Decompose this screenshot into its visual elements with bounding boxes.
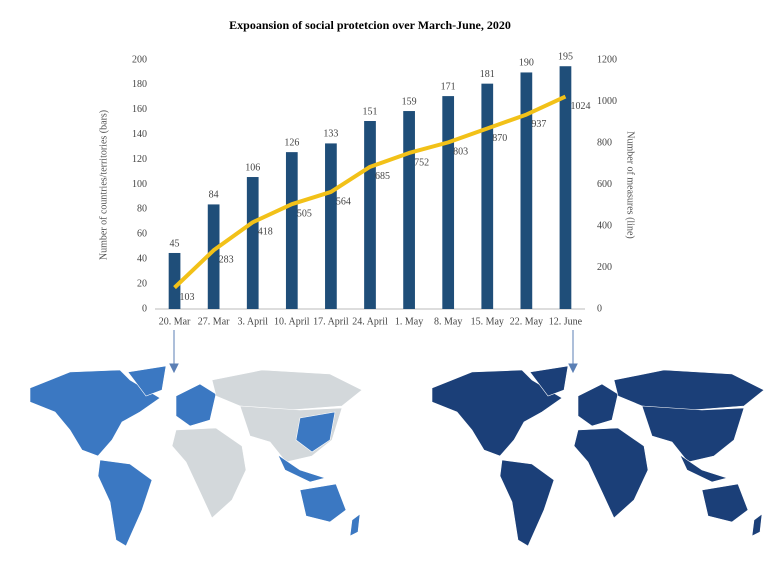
y-tick-label: 0 — [142, 303, 147, 314]
bar — [403, 111, 415, 309]
bar — [285, 152, 298, 309]
bar — [325, 143, 337, 309]
line-value-label: 283 — [219, 255, 234, 266]
y-tick-label: 100 — [132, 179, 147, 190]
greenland — [127, 365, 167, 397]
south-america — [97, 459, 153, 547]
x-tick-label: 12. June — [549, 316, 583, 327]
russia — [613, 369, 765, 411]
australia — [701, 483, 749, 523]
bar — [520, 72, 533, 309]
y-tick-label: 60 — [137, 229, 147, 240]
x-tick-label: 27. Mar — [198, 316, 230, 327]
y-tick-label: 20 — [137, 278, 147, 289]
bar-value-label: 159 — [402, 96, 417, 107]
bar-value-label: 106 — [245, 162, 260, 173]
bar — [559, 66, 572, 309]
x-tick-label: 17. April — [313, 316, 349, 327]
bar-value-label: 190 — [519, 58, 534, 69]
bar — [246, 177, 259, 309]
russia — [211, 369, 363, 411]
line-value-label: 803 — [453, 147, 468, 158]
y2-tick-label: 800 — [597, 137, 612, 148]
y-tick-label: 40 — [137, 253, 147, 264]
bar — [207, 204, 220, 309]
y2-axis-label: Number of measures (line) — [625, 131, 636, 238]
y-tick-label: 180 — [132, 79, 147, 90]
line-value-label: 937 — [531, 119, 546, 130]
africa — [171, 427, 247, 519]
north-america — [431, 369, 563, 457]
y2-tick-label: 400 — [597, 220, 612, 231]
bar — [442, 96, 455, 309]
x-tick-label: 22. May — [510, 316, 543, 327]
arrow-head — [169, 363, 179, 374]
asia — [641, 405, 745, 463]
y2-tick-label: 0 — [597, 303, 602, 314]
bar-value-label: 45 — [170, 238, 180, 249]
line-value-label: 103 — [180, 292, 195, 303]
north-america — [29, 369, 161, 457]
y-tick-label: 140 — [132, 129, 147, 140]
line-value-label: 752 — [414, 157, 429, 168]
bar-value-label: 171 — [441, 81, 456, 92]
x-tick-label: 8. May — [434, 316, 462, 327]
y-tick-label: 120 — [132, 154, 147, 165]
line-value-label: 1024 — [570, 101, 590, 112]
x-tick-label: 20. Mar — [159, 316, 191, 327]
bar — [168, 252, 181, 309]
line-value-label: 505 — [297, 209, 312, 220]
y-axis-label: Number of countries/territories (bars) — [98, 110, 109, 260]
south-east-asia — [277, 454, 327, 483]
greenland — [529, 365, 569, 397]
south-america — [499, 459, 555, 547]
new-zealand — [751, 513, 763, 537]
line — [173, 94, 567, 290]
y-tick-label: 160 — [132, 104, 147, 115]
arrow-head — [568, 363, 578, 374]
x-tick-label: 15. May — [471, 316, 504, 327]
australia — [299, 483, 347, 523]
world-map-june — [431, 365, 765, 547]
world-map-march — [29, 365, 363, 547]
y-tick-label: 200 — [132, 54, 147, 65]
east-asia — [295, 411, 336, 453]
bar-value-label: 126 — [284, 137, 299, 148]
line-value-label: 870 — [492, 133, 507, 144]
bar-value-label: 151 — [363, 106, 378, 117]
africa — [573, 427, 649, 519]
x-tick-label: 24. April — [352, 316, 388, 327]
bar — [481, 83, 494, 309]
bar — [364, 121, 376, 309]
europe — [175, 383, 217, 427]
x-tick-label: 10. April — [274, 316, 310, 327]
plot-area: 0 20 40 60 80 100 120 140 160 180 200 0 200 400 600 800… — [132, 52, 617, 328]
bar-value-label: 133 — [323, 129, 338, 140]
chart-title: Expoansion of social protetcion over Mar… — [229, 18, 511, 32]
y-tick-label: 80 — [137, 204, 147, 215]
y2-tick-label: 600 — [597, 179, 612, 190]
bar-value-label: 195 — [558, 52, 573, 63]
line-value-label: 418 — [258, 227, 273, 238]
line-value-label: 685 — [375, 171, 390, 182]
x-tick-label: 1. May — [395, 316, 423, 327]
y2-tick-label: 200 — [597, 262, 612, 273]
new-zealand — [349, 513, 361, 537]
x-tick-label: 3. April — [237, 316, 268, 327]
y2-tick-label: 1200 — [597, 54, 617, 65]
bar-value-label: 84 — [209, 190, 219, 201]
south-east-asia — [679, 454, 729, 483]
arrows — [169, 330, 578, 374]
bar-value-label: 181 — [480, 69, 495, 80]
y2-tick-label: 1000 — [597, 96, 617, 107]
line-value-label: 564 — [336, 196, 351, 207]
europe — [577, 383, 619, 427]
